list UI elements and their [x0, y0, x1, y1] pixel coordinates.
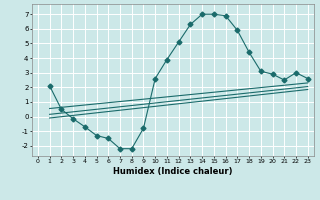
X-axis label: Humidex (Indice chaleur): Humidex (Indice chaleur) [113, 167, 233, 176]
